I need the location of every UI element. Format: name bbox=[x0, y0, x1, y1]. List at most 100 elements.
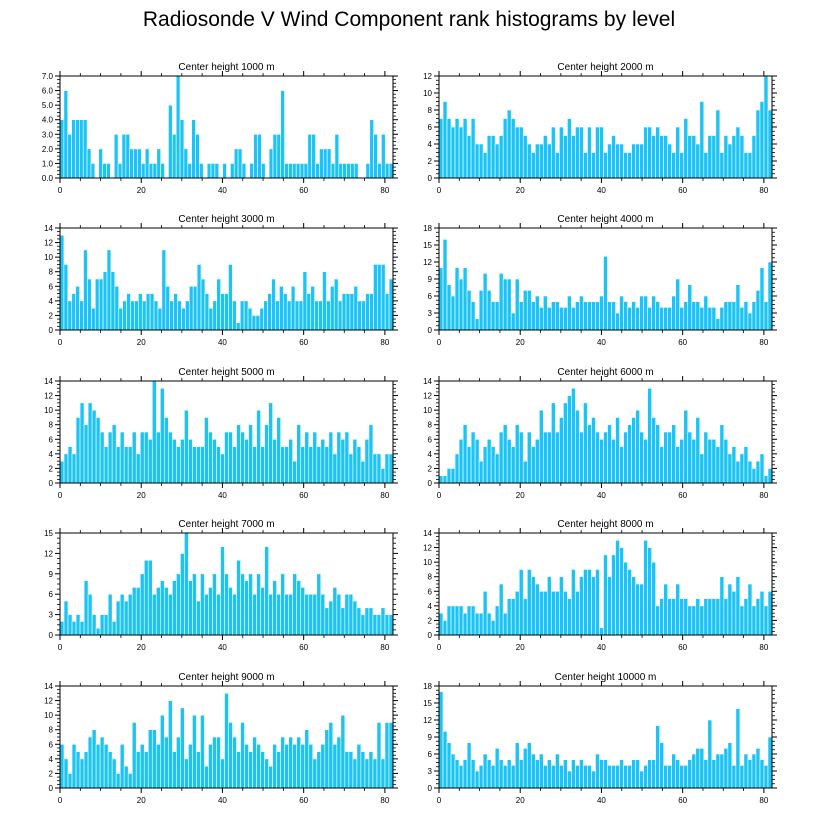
y-tick-label: 6 bbox=[428, 587, 433, 596]
bar bbox=[184, 758, 189, 789]
bar bbox=[323, 148, 328, 179]
y-tick-label: 10 bbox=[423, 558, 432, 567]
bar bbox=[587, 569, 592, 636]
bar bbox=[224, 692, 229, 789]
bar bbox=[518, 126, 524, 179]
bar bbox=[256, 743, 261, 789]
bar bbox=[563, 759, 568, 789]
bar bbox=[151, 729, 157, 789]
bar bbox=[284, 163, 289, 179]
bar bbox=[151, 593, 157, 636]
bar bbox=[275, 300, 280, 331]
bar bbox=[139, 573, 145, 636]
bar bbox=[555, 431, 560, 484]
bar bbox=[188, 285, 194, 331]
bar bbox=[615, 417, 620, 484]
bar bbox=[111, 758, 117, 789]
bar bbox=[687, 605, 693, 636]
bar bbox=[360, 460, 366, 484]
bar bbox=[75, 285, 80, 331]
bar bbox=[381, 133, 386, 179]
y-tick-label: 12 bbox=[44, 549, 53, 558]
bar bbox=[352, 600, 358, 636]
panel-title: Center height 3000 m bbox=[178, 214, 274, 225]
bar bbox=[595, 431, 600, 484]
bar bbox=[376, 453, 382, 484]
bar bbox=[177, 300, 182, 331]
bar bbox=[619, 143, 624, 179]
bar bbox=[264, 546, 269, 636]
bar bbox=[271, 278, 276, 331]
bar bbox=[559, 307, 564, 331]
bar bbox=[365, 163, 371, 179]
bar bbox=[372, 453, 378, 484]
bar bbox=[723, 301, 729, 331]
y-tick-label: 6 bbox=[49, 590, 54, 599]
bar bbox=[342, 163, 347, 179]
bar bbox=[551, 301, 556, 331]
bar bbox=[348, 751, 354, 789]
bar bbox=[322, 271, 327, 331]
bar bbox=[208, 307, 214, 331]
bar bbox=[687, 431, 693, 484]
bar bbox=[695, 598, 701, 636]
bar bbox=[703, 152, 709, 179]
bar bbox=[210, 163, 216, 179]
y-tick-label: 2 bbox=[49, 769, 54, 778]
bar bbox=[643, 295, 648, 331]
bar bbox=[320, 593, 326, 636]
bar bbox=[147, 438, 153, 484]
bar bbox=[607, 424, 612, 484]
bar bbox=[75, 417, 81, 484]
bar bbox=[446, 742, 452, 789]
bar bbox=[196, 600, 201, 636]
bar bbox=[679, 307, 685, 331]
bar bbox=[707, 307, 713, 331]
bar bbox=[691, 605, 697, 636]
bar bbox=[719, 576, 725, 636]
bar bbox=[442, 475, 448, 484]
bar bbox=[272, 438, 277, 484]
bar bbox=[340, 607, 346, 636]
bar bbox=[176, 736, 181, 789]
y-tick-label: 6 bbox=[428, 123, 433, 132]
bar bbox=[474, 612, 480, 636]
bar bbox=[735, 460, 741, 484]
bar bbox=[723, 135, 729, 179]
bar bbox=[655, 301, 660, 331]
bar bbox=[164, 736, 169, 789]
x-tick-label: 20 bbox=[137, 338, 146, 347]
bar bbox=[220, 758, 225, 789]
bar bbox=[340, 714, 346, 789]
bar bbox=[184, 409, 189, 484]
bar bbox=[711, 307, 717, 331]
bar bbox=[276, 593, 281, 636]
bar bbox=[135, 751, 141, 789]
bar bbox=[679, 438, 685, 484]
bar bbox=[739, 453, 745, 484]
bar bbox=[579, 295, 584, 331]
bar bbox=[478, 612, 484, 636]
bar bbox=[304, 431, 310, 484]
bar bbox=[172, 438, 177, 484]
bar bbox=[119, 431, 125, 484]
bar bbox=[547, 143, 552, 179]
bar bbox=[368, 751, 374, 789]
bar bbox=[187, 163, 192, 179]
bar bbox=[651, 561, 656, 636]
bar bbox=[575, 301, 580, 331]
bar bbox=[107, 431, 113, 484]
bar bbox=[388, 722, 394, 789]
bar bbox=[591, 417, 596, 484]
bar bbox=[627, 152, 632, 179]
bar bbox=[320, 743, 326, 789]
bar bbox=[631, 759, 636, 789]
bar bbox=[324, 729, 330, 789]
bar bbox=[522, 135, 528, 179]
bar bbox=[384, 722, 390, 789]
y-tick-label: 12 bbox=[44, 392, 53, 401]
bar bbox=[687, 135, 693, 179]
bar bbox=[599, 627, 604, 636]
bar bbox=[627, 307, 632, 331]
bar bbox=[344, 593, 350, 636]
